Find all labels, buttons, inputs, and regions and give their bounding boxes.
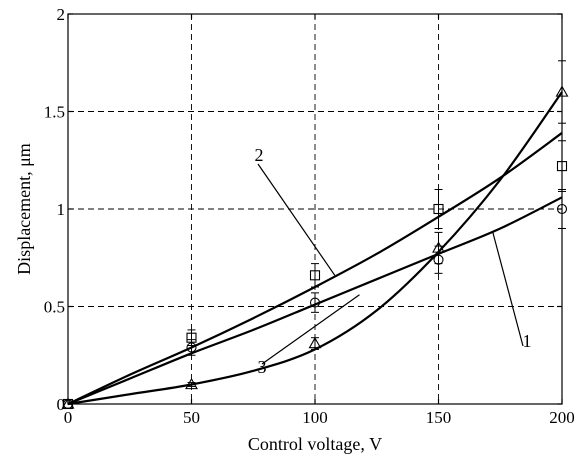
curve-series-3 (67, 91, 563, 406)
square-marker (556, 161, 568, 172)
circle-marker (556, 203, 568, 215)
triangle-marker (185, 377, 198, 390)
x-tick-label: 200 (549, 408, 575, 427)
y-tick-label: 1.5 (44, 103, 65, 122)
curve-label-leader-2 (257, 163, 336, 276)
triangle-marker (432, 241, 445, 253)
curve-label-leaders: 1 2 3 (255, 145, 532, 377)
x-tick-label: 150 (426, 408, 452, 427)
y-axis-title: Displacement, μm (14, 143, 34, 275)
triangle-marker (555, 85, 569, 97)
curve-label-leader-1 (492, 232, 524, 347)
x-tick-label: 50 (183, 408, 200, 427)
triangle-marker (61, 397, 75, 409)
curve-label-leader-3 (261, 294, 360, 365)
curve-label-2: 2 (255, 145, 264, 165)
circle-marker (309, 297, 321, 308)
square-marker (433, 203, 444, 215)
curve-label-1: 1 (523, 331, 532, 351)
data-points (61, 60, 569, 410)
triangle-marker (308, 336, 322, 349)
square-marker (186, 332, 197, 343)
y-tick-label: 1 (57, 200, 66, 219)
square-marker (309, 270, 321, 281)
x-axis-title: Control voltage, V (248, 434, 382, 454)
x-tick-label: 100 (302, 408, 328, 427)
y-tick-label: 0 (57, 395, 66, 414)
y-tick-label: 2 (57, 5, 66, 24)
x-tick-label: 0 (64, 408, 73, 427)
axis-ticks: 0 50 100 150 200 0 0.5 1 1.5 2 (44, 5, 575, 427)
y-tick-label: 0.5 (44, 298, 65, 317)
curve-label-3: 3 (258, 357, 267, 377)
